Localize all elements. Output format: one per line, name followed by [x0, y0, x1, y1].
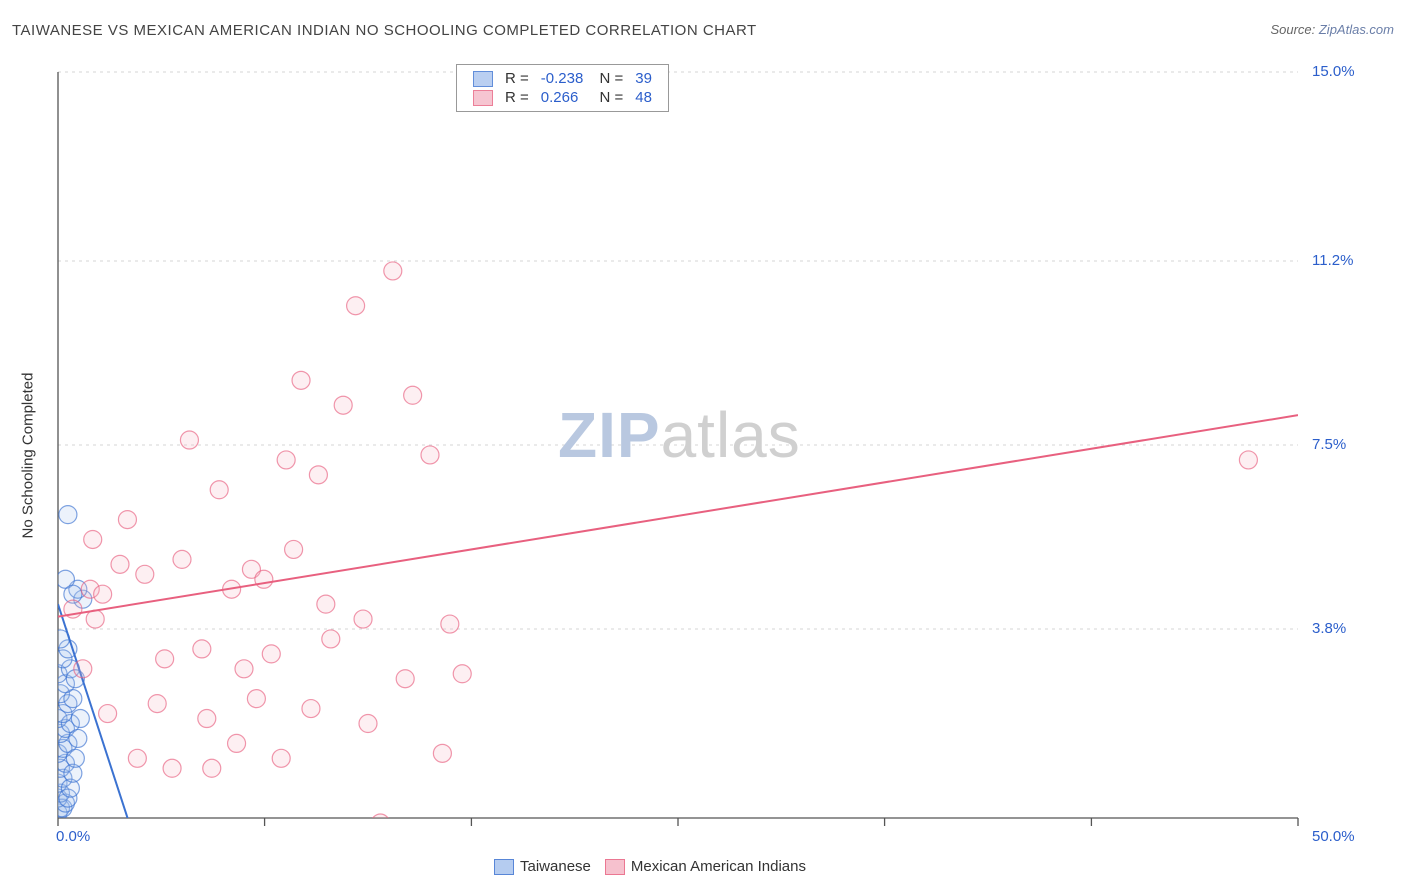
legend-swatch-icon — [473, 90, 493, 106]
series-legend: Taiwanese Mexican American Indians — [480, 858, 806, 875]
y-axis-label-text: No Schooling Completed — [20, 372, 37, 538]
legend-series-name: Mexican American Indians — [631, 858, 806, 875]
y-axis-label: No Schooling Completed — [18, 60, 38, 850]
legend-swatch-icon — [494, 859, 514, 875]
legend-n-value: 39 — [629, 69, 658, 88]
legend-r-value: -0.238 — [535, 69, 590, 88]
source-attribution: Source: ZipAtlas.com — [1270, 22, 1394, 37]
legend-n-label: N = — [589, 88, 629, 107]
legend-n-label: N = — [589, 69, 629, 88]
axis-tick-label: 3.8% — [1312, 620, 1346, 637]
legend-swatch-icon — [473, 71, 493, 87]
axis-tick-label: 50.0% — [1312, 828, 1355, 845]
correlation-legend: R =-0.238 N =39R =0.266 N =48 — [456, 64, 669, 112]
axis-tick-label: 0.0% — [56, 828, 90, 845]
legend-r-label: R = — [499, 88, 535, 107]
chart-title: TAIWANESE VS MEXICAN AMERICAN INDIAN NO … — [12, 22, 757, 39]
axis-tick-label: 15.0% — [1312, 63, 1355, 80]
source-link[interactable]: ZipAtlas.com — [1319, 22, 1394, 37]
axis-tick-label: 7.5% — [1312, 436, 1346, 453]
source-prefix: Source: — [1270, 22, 1318, 37]
legend-series-name: Taiwanese — [520, 858, 591, 875]
legend-swatch-icon — [605, 859, 625, 875]
correlation-legend-row: R =-0.238 N =39 — [467, 69, 658, 88]
legend-n-value: 48 — [629, 88, 658, 107]
scatter-chart-svg — [48, 60, 1378, 850]
axis-tick-label: 11.2% — [1312, 252, 1353, 269]
correlation-legend-row: R =0.266 N =48 — [467, 88, 658, 107]
legend-r-value: 0.266 — [535, 88, 590, 107]
chart-plot-area — [48, 60, 1378, 850]
legend-r-label: R = — [499, 69, 535, 88]
